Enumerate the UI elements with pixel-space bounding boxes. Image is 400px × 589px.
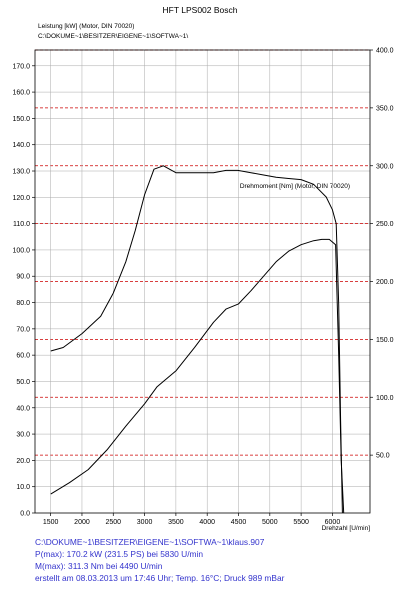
right-tick-label-4: 250.0 (376, 221, 394, 228)
left-tick-label-7: 70.0 (16, 326, 30, 333)
series-lines (50, 165, 345, 514)
left-tick-label-13: 130.0 (12, 169, 30, 176)
right-tick-label-3: 200.0 (376, 279, 394, 286)
x-tick-label-2: 2500 (105, 519, 121, 526)
left-tick-label-11: 110.0 (13, 221, 30, 228)
left-tick-label-4: 40.0 (16, 405, 30, 412)
x-axis-label: Drehzahl [U/min] (322, 525, 371, 532)
x-tick-label-1: 2000 (74, 519, 90, 526)
path-label: C:\DOKUME~1\BESITZER\EIGENE~1\SOFTWA~1\ (38, 33, 188, 40)
right-tick-label-0: 50.0 (376, 453, 390, 460)
chart-title: HFT LPS002 Bosch (163, 5, 238, 15)
right-tick-label-6: 350.0 (376, 105, 394, 112)
right-tick-label-7: 400.0 (376, 48, 394, 55)
footer-file: C:\DOKUME~1\BESITZER\EIGENE~1\SOFTWA~1\k… (35, 537, 265, 547)
axis-ticks: 0.0 10.0 20.0 30.0 40.0 50.0 60.0 70.0 80.0 90.0 1… (12, 48, 393, 527)
right-tick-label-2: 150.0 (376, 337, 394, 344)
left-tick-label-5: 50.0 (16, 379, 30, 386)
power-curve (50, 238, 345, 514)
x-tick-label-9: 6000 (325, 519, 341, 526)
x-tick-label-4: 3500 (168, 519, 184, 526)
left-tick-label-12: 120.0 (12, 195, 30, 202)
left-axis-label: Leistung [kW] (Motor, DIN 70020) (38, 23, 134, 30)
x-tick-label-5: 4000 (199, 519, 215, 526)
footer-pmax: P(max): 170.2 kW (231.5 PS) bei 5830 U/m… (35, 549, 204, 559)
footer-mmax: M(max): 311.3 Nm bei 4490 U/min (35, 561, 163, 571)
x-tick-label-0: 1500 (43, 519, 59, 526)
right-tick-label-1: 100.0 (376, 395, 394, 402)
left-tick-label-8: 80.0 (16, 300, 30, 307)
left-tick-label-9: 90.0 (16, 274, 30, 281)
left-tick-label-17: 170.0 (12, 63, 30, 70)
left-tick-label-15: 150.0 (12, 116, 30, 123)
left-tick-label-0: 0.0 (20, 511, 30, 518)
x-tick-label-8: 5500 (293, 519, 309, 526)
x-tick-label-3: 3000 (137, 519, 153, 526)
footer-created: erstellt am 08.03.2013 um 17:46 Uhr; Tem… (35, 573, 285, 583)
x-tick-label-7: 5000 (262, 519, 278, 526)
x-tick-label-6: 4500 (231, 519, 247, 526)
left-tick-label-16: 160.0 (12, 90, 30, 97)
left-tick-label-6: 60.0 (16, 353, 30, 360)
left-tick-label-10: 100.0 (12, 247, 30, 254)
right-tick-label-5: 300.0 (376, 163, 394, 170)
right-axis-label: Drehmoment [Nm] (Motor, DIN 70020) (240, 183, 350, 190)
left-tick-label-2: 20.0 (16, 458, 30, 465)
left-tick-label-3: 30.0 (16, 432, 30, 439)
left-tick-label-14: 140.0 (12, 142, 30, 149)
torque-curve (50, 165, 343, 514)
left-tick-label-1: 10.0 (16, 484, 30, 491)
grid (35, 49, 370, 513)
